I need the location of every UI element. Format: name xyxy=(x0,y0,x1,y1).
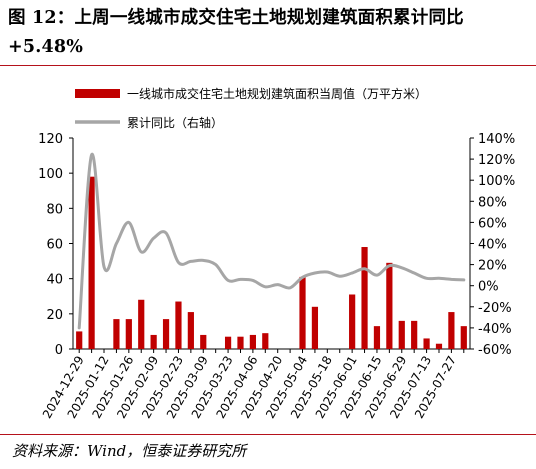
left-tick-label: 80 xyxy=(46,202,63,217)
right-tick-label: 120% xyxy=(478,153,515,168)
bar xyxy=(113,319,120,349)
bar xyxy=(448,312,455,349)
right-tick-label: 0% xyxy=(478,280,499,295)
right-tick-label: -20% xyxy=(478,301,512,316)
bar xyxy=(88,176,95,349)
bar xyxy=(150,334,157,349)
bar xyxy=(76,331,83,349)
bar xyxy=(435,343,443,349)
bar xyxy=(361,247,368,349)
left-tick-label: 20 xyxy=(46,308,63,323)
bar xyxy=(349,294,356,349)
bar xyxy=(224,336,232,349)
source-note: 资料来源：Wind，恒泰证券研究所 xyxy=(12,442,247,460)
bar xyxy=(299,276,306,349)
bar xyxy=(373,326,381,349)
bar xyxy=(398,320,405,349)
legend-bar-label: 一线城市成交住宅土地规划建筑面积当周值（万平方米） xyxy=(127,86,427,101)
legend-bar-swatch xyxy=(75,89,120,98)
bar xyxy=(249,334,256,349)
left-tick-label: 0 xyxy=(55,343,63,358)
bar xyxy=(423,338,430,349)
bar xyxy=(162,319,170,349)
chart: 一线城市成交住宅土地规划建筑面积当周值（万平方米） 累计同比（右轴） 0 20 40… xyxy=(38,86,515,421)
line-series xyxy=(77,153,466,330)
right-tick-label: -40% xyxy=(478,322,512,337)
bar xyxy=(125,319,132,349)
right-tick-label: 100% xyxy=(478,174,515,189)
left-tick-label: 40 xyxy=(46,273,63,288)
bar xyxy=(175,301,182,349)
left-tick-label: 100 xyxy=(38,167,63,182)
right-tick-label: 60% xyxy=(478,216,507,231)
bar xyxy=(386,262,393,349)
left-tick-label: 60 xyxy=(46,238,63,253)
figure-title: 图 12：上周一线城市成交住宅土地规划建筑面积累计同比+5.48% xyxy=(8,8,464,57)
right-tick-label: 140% xyxy=(478,132,515,147)
bar xyxy=(237,336,244,349)
right-tick-label: 80% xyxy=(478,195,507,210)
title-divider xyxy=(0,65,536,66)
bar xyxy=(187,312,194,349)
bar xyxy=(200,334,207,349)
right-tick-label: 20% xyxy=(478,259,507,274)
bar xyxy=(460,326,467,349)
bar-series xyxy=(76,176,467,349)
cumulative-yoy-line xyxy=(77,153,466,330)
source-divider xyxy=(0,434,536,435)
left-tick-label: 120 xyxy=(38,132,63,147)
right-tick-label: -60% xyxy=(478,343,512,358)
axes: 0 20 40 60 80 100 120 -60% -40% -20% 0% 20% 40% 60% 80… xyxy=(38,132,515,421)
legend: 一线城市成交住宅土地规划建筑面积当周值（万平方米） 累计同比（右轴） xyxy=(75,86,427,130)
bar xyxy=(311,306,319,349)
bar xyxy=(411,320,418,349)
legend-line-label: 累计同比（右轴） xyxy=(127,115,223,130)
bar xyxy=(262,333,269,349)
right-tick-label: 40% xyxy=(478,238,507,253)
bar xyxy=(138,299,145,349)
